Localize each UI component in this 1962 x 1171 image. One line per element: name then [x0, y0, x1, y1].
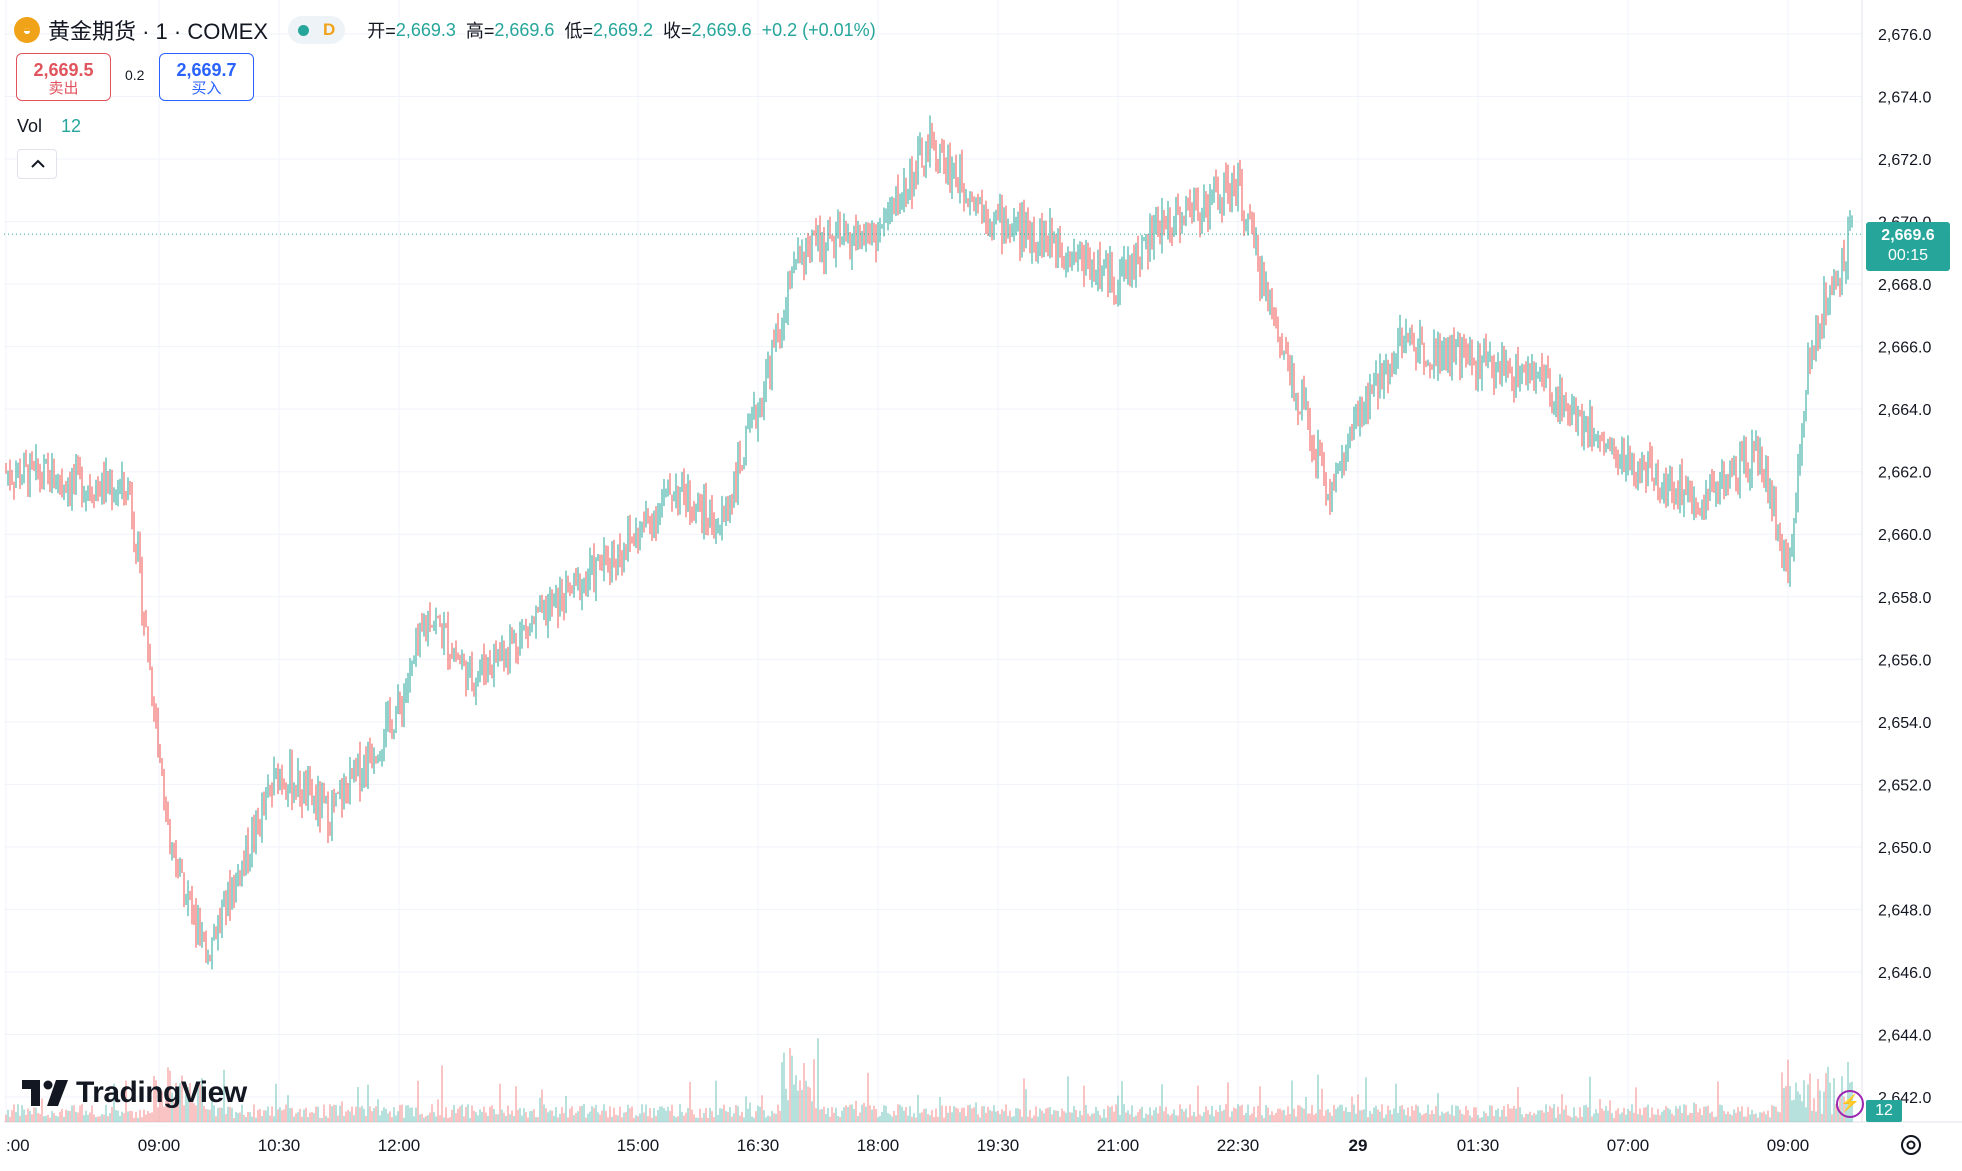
- market-open-dot-icon: [298, 24, 310, 36]
- buy-label: 买入: [191, 80, 222, 97]
- buy-button[interactable]: 2,669.7 买入: [159, 53, 254, 101]
- sell-price: 2,669.5: [33, 60, 94, 80]
- price-tick-label: 2,676.0: [1878, 27, 1931, 44]
- candles: [5, 115, 1853, 970]
- last-price-label: 2,669.6 00:15: [1866, 222, 1950, 271]
- price-tick-label: 2,656.0: [1878, 652, 1931, 669]
- symbol-logo-icon: ◒: [14, 17, 40, 43]
- high-label: 高=: [465, 21, 495, 41]
- open-label: 开=: [367, 21, 396, 41]
- collapse-legend-button[interactable]: [17, 149, 57, 179]
- last-price-value: 2,669.6: [1881, 227, 1935, 244]
- price-tick-label: 2,674.0: [1878, 90, 1931, 107]
- chevron-up-icon: [31, 159, 45, 168]
- symbol-title[interactable]: 黄金期货 · 1 · COMEX: [48, 19, 269, 44]
- price-tick-label: 2,646.0: [1878, 965, 1931, 982]
- sell-label: 卖出: [48, 80, 79, 97]
- settings-gear-icon[interactable]: [1898, 1132, 1924, 1158]
- price-tick-label: 2,668.0: [1878, 277, 1931, 294]
- volume-axis-label: 12: [1866, 1100, 1902, 1122]
- time-tick-label: 12:00: [378, 1136, 421, 1155]
- time-tick-label: 10:30: [258, 1136, 301, 1155]
- volume-value: 12: [61, 116, 82, 136]
- time-tick-label: 22:30: [1217, 1136, 1260, 1155]
- tradingview-logo[interactable]: TradingView: [22, 1076, 247, 1110]
- volume-legend[interactable]: Vol 12: [17, 116, 81, 137]
- time-tick-label: 09:00: [138, 1136, 181, 1155]
- market-status-pill[interactable]: D: [288, 16, 346, 44]
- sell-button[interactable]: 2,669.5 卖出: [16, 53, 111, 101]
- flash-icon[interactable]: ⚡: [1836, 1090, 1864, 1118]
- change-value: +0.2 (+0.01%): [761, 19, 876, 40]
- time-tick-label: 01:30: [1457, 1136, 1500, 1155]
- time-tick-label: 07:00: [1607, 1136, 1650, 1155]
- open-value: 2,669.3: [395, 19, 456, 40]
- data-delay-badge: D: [323, 20, 336, 39]
- time-tick-label: 21:00: [1097, 1136, 1140, 1155]
- time-tick-label: 18:00: [857, 1136, 900, 1155]
- time-tick-label: 29: [1349, 1136, 1368, 1155]
- volume-bars: [5, 1038, 1853, 1122]
- price-tick-label: 2,664.0: [1878, 402, 1931, 419]
- legend-header: ◒ 黄金期货 · 1 · COMEX D 开= 2,669.3 高= 2,669…: [14, 14, 876, 46]
- close-value: 2,669.6: [691, 19, 752, 40]
- bar-countdown: 00:15: [1887, 247, 1929, 264]
- high-value: 2,669.6: [494, 19, 555, 40]
- spread-value: 0.2: [125, 67, 145, 83]
- low-value: 2,669.2: [592, 19, 654, 40]
- time-tick-label: 09:00: [1767, 1136, 1810, 1155]
- volume-label: Vol: [17, 116, 43, 136]
- price-tick-label: 2,660.0: [1878, 527, 1931, 544]
- tradingview-wordmark: TradingView: [76, 1076, 247, 1109]
- tradingview-mark-icon: [22, 1080, 68, 1106]
- price-tick-label: 2,644.0: [1878, 1027, 1931, 1044]
- price-tick-label: 2,652.0: [1878, 777, 1931, 794]
- price-tick-label: 2,666.0: [1878, 340, 1931, 357]
- time-tick-label: 19:30: [977, 1136, 1020, 1155]
- time-tick-label: :00: [6, 1136, 30, 1155]
- price-tick-label: 2,672.0: [1878, 152, 1931, 169]
- price-tick-label: 2,650.0: [1878, 840, 1931, 857]
- price-tick-label: 2,648.0: [1878, 902, 1931, 919]
- buy-price: 2,669.7: [176, 60, 237, 80]
- price-tick-label: 2,662.0: [1878, 465, 1931, 482]
- close-label: 收=: [663, 21, 692, 41]
- price-tick-label: 2,654.0: [1878, 715, 1931, 732]
- time-tick-label: 16:30: [737, 1136, 780, 1155]
- low-label: 低=: [564, 21, 593, 41]
- price-tick-label: 2,658.0: [1878, 590, 1931, 607]
- time-tick-label: 15:00: [617, 1136, 660, 1155]
